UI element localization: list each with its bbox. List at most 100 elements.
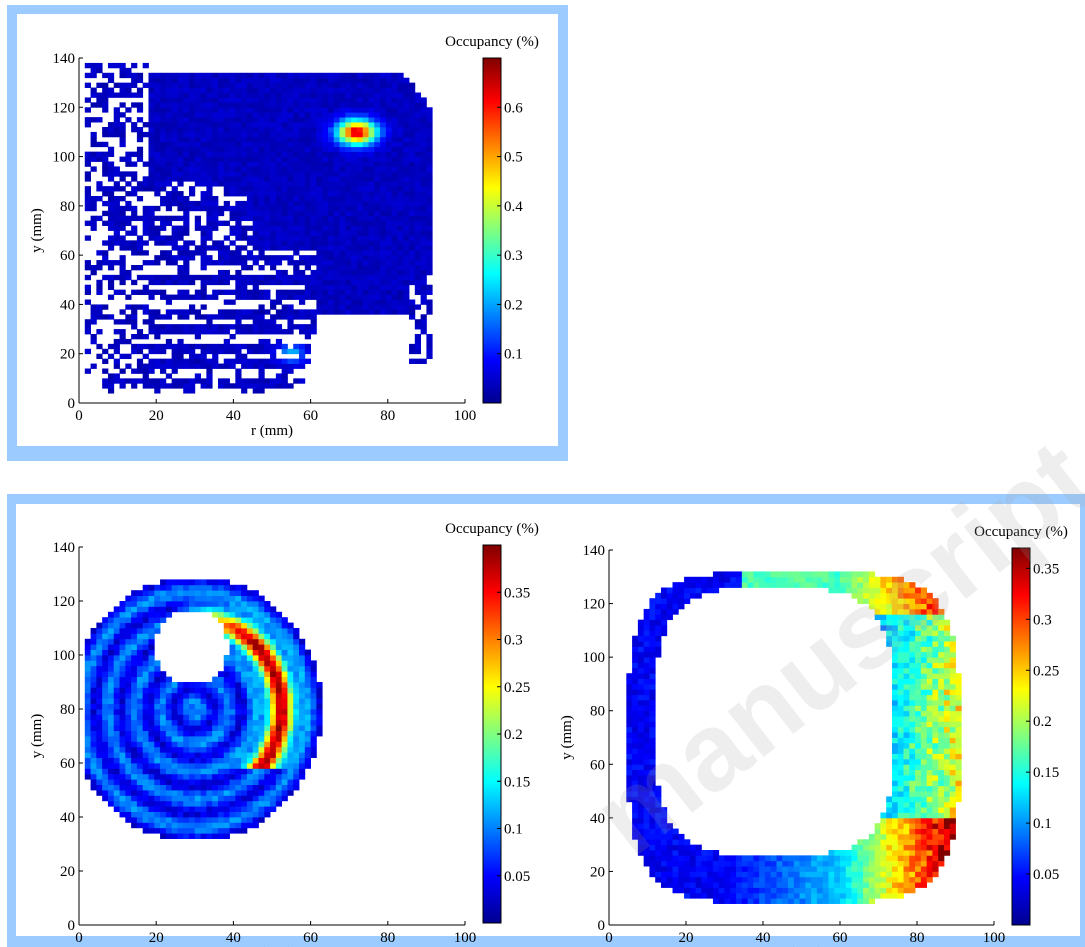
- heatmap-cell: [368, 107, 375, 113]
- heatmap-cell: [252, 741, 259, 748]
- heatmap-cell: [643, 796, 650, 803]
- heatmap-cell: [189, 186, 196, 192]
- heatmap-cell: [96, 284, 103, 291]
- heatmap-cell: [148, 763, 155, 769]
- heatmap-cell: [136, 590, 144, 596]
- heatmap-cell: [171, 77, 178, 84]
- heatmap-cell: [148, 773, 155, 780]
- heatmap-cell: [391, 82, 398, 88]
- heatmap-cell: [730, 571, 737, 578]
- heatmap-cell: [403, 181, 410, 187]
- heatmap-cell: [119, 171, 126, 177]
- heatmap-cell: [217, 692, 225, 699]
- heatmap-cell: [113, 200, 120, 207]
- heatmap-cell: [672, 608, 679, 615]
- heatmap-cell: [217, 87, 225, 93]
- heatmap-cell: [241, 225, 248, 231]
- colorbar-tick-label: 0.3: [504, 248, 523, 264]
- colorbar-tick-label: 0.25: [504, 680, 530, 696]
- heatmap-cell: [235, 279, 242, 286]
- heatmap-cell: [736, 860, 743, 867]
- heatmap-cell: [299, 638, 306, 645]
- heatmap-cell: [223, 611, 230, 618]
- heatmap-cell: [391, 186, 398, 192]
- heatmap-cell: [148, 210, 155, 217]
- heatmap-cell: [655, 812, 662, 819]
- heatmap-cell: [270, 719, 277, 726]
- heatmap-cell: [333, 87, 340, 93]
- heatmap-cell: [287, 260, 294, 266]
- heatmap-cell: [148, 358, 155, 364]
- heatmap-cell: [322, 146, 329, 153]
- heatmap-cell: [229, 817, 236, 823]
- heatmap-cell: [770, 855, 777, 862]
- heatmap-cell: [206, 260, 213, 266]
- heatmap-cell: [189, 827, 196, 834]
- heatmap-cell: [759, 855, 766, 862]
- heatmap-cell: [84, 676, 91, 683]
- heatmap-cell: [747, 860, 754, 867]
- heatmap-cell: [252, 378, 259, 384]
- heatmap-cell: [316, 176, 323, 182]
- heatmap-cell: [212, 151, 219, 157]
- heatmap-cell: [113, 741, 120, 748]
- heatmap-cell: [217, 112, 225, 118]
- heatmap-cell: [131, 671, 138, 677]
- heatmap-cell: [275, 649, 283, 656]
- heatmap-cell: [246, 235, 254, 241]
- heatmap-cell: [142, 622, 149, 629]
- heatmap-cell: [241, 284, 248, 291]
- heatmap-cell: [310, 181, 317, 187]
- heatmap-cell: [246, 289, 254, 295]
- heatmap-cell: [165, 698, 173, 704]
- heatmap-cell: [304, 191, 311, 197]
- heatmap-cell: [154, 107, 161, 113]
- heatmap-cell: [426, 127, 433, 133]
- heatmap-cell: [643, 635, 650, 642]
- heatmap-cell: [403, 161, 410, 167]
- heatmap-cell: [183, 698, 190, 704]
- heatmap-cell: [113, 235, 120, 241]
- heatmap-cell: [84, 191, 91, 197]
- heatmap-cell: [770, 898, 777, 904]
- heatmap-cell: [241, 329, 248, 335]
- heatmap-cell: [643, 608, 650, 615]
- heatmap-cell: [368, 269, 375, 276]
- heatmap-cell: [217, 136, 225, 143]
- heatmap-cell: [327, 122, 335, 128]
- heatmap-cell: [217, 611, 225, 618]
- heatmap-cell: [252, 97, 259, 103]
- heatmap-cell: [649, 721, 656, 728]
- heatmap-cell: [811, 887, 818, 894]
- heatmap-cell: [183, 151, 190, 157]
- heatmap-cell: [154, 741, 161, 748]
- heatmap-cell: [632, 689, 639, 696]
- heatmap-cell: [189, 304, 196, 310]
- heatmap-cell: [200, 817, 207, 823]
- heatmap-cell: [229, 687, 236, 694]
- heatmap-cell: [84, 235, 91, 241]
- heatmap-cell: [380, 289, 387, 295]
- heatmap-cell: [183, 176, 190, 182]
- heatmap-cell: [403, 230, 410, 236]
- heatmap-cell: [113, 329, 120, 335]
- heatmap-cell: [154, 822, 161, 829]
- heatmap-cell: [275, 299, 283, 305]
- heatmap-cell: [229, 644, 236, 650]
- heatmap-cell: [84, 649, 91, 656]
- heatmap-cell: [264, 811, 271, 818]
- heatmap-cell: [293, 176, 300, 182]
- heatmap-cell: [90, 92, 97, 98]
- heatmap-cell: [119, 703, 126, 710]
- heatmap-cell: [194, 77, 201, 84]
- heatmap-cell: [119, 205, 126, 212]
- heatmap-cell: [385, 92, 393, 98]
- heatmap-cell: [119, 730, 126, 737]
- heatmap-cell: [626, 683, 633, 690]
- heatmap-cell: [206, 200, 213, 207]
- heatmap-cell: [246, 790, 254, 796]
- heatmap-cell: [409, 107, 416, 113]
- heatmap-cell: [119, 131, 126, 138]
- heatmap-cell: [660, 882, 668, 888]
- heatmap-cell: [223, 161, 230, 167]
